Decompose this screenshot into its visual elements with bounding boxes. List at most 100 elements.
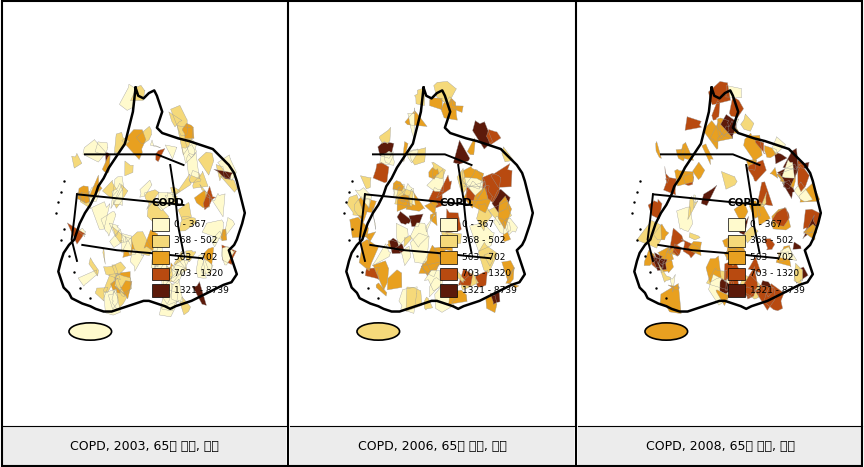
Polygon shape [502,261,515,282]
Polygon shape [89,175,102,198]
Bar [151,218,168,231]
Polygon shape [218,155,237,181]
Polygon shape [756,202,770,226]
Polygon shape [758,182,772,206]
Polygon shape [156,149,165,162]
Polygon shape [429,277,443,297]
Polygon shape [162,276,173,304]
Polygon shape [164,266,180,282]
Bar [2,426,286,466]
Polygon shape [675,170,693,186]
Polygon shape [123,237,136,257]
Polygon shape [114,132,130,156]
Polygon shape [454,270,466,283]
Polygon shape [214,170,233,179]
Bar [578,426,862,466]
Polygon shape [362,198,376,212]
Polygon shape [147,200,168,228]
Polygon shape [726,275,734,290]
Polygon shape [78,228,86,237]
Polygon shape [405,111,427,127]
Polygon shape [397,223,408,246]
Polygon shape [373,163,389,183]
Polygon shape [799,183,820,202]
Polygon shape [508,283,519,289]
Polygon shape [124,161,133,176]
Polygon shape [194,191,209,208]
Polygon shape [168,112,182,127]
Polygon shape [645,250,655,266]
Polygon shape [721,171,737,189]
Polygon shape [430,212,437,226]
Polygon shape [764,283,784,311]
Bar [151,251,168,264]
Polygon shape [744,133,762,162]
Polygon shape [804,224,816,240]
Polygon shape [196,254,206,278]
Polygon shape [486,129,501,145]
Polygon shape [225,218,235,236]
Polygon shape [664,177,677,195]
Polygon shape [706,256,721,283]
Polygon shape [680,142,694,160]
Polygon shape [222,247,235,265]
Polygon shape [422,245,440,276]
Polygon shape [794,267,808,283]
Polygon shape [201,259,213,275]
Polygon shape [689,241,702,255]
Bar [440,268,457,280]
Polygon shape [498,196,511,229]
Polygon shape [658,263,670,282]
Polygon shape [677,207,693,232]
Polygon shape [387,240,400,250]
Text: 1321 - 8739: 1321 - 8739 [175,286,229,295]
Polygon shape [728,276,740,291]
Polygon shape [130,85,145,100]
Polygon shape [429,98,442,110]
Polygon shape [503,223,511,241]
Polygon shape [406,287,422,311]
Polygon shape [122,129,146,160]
Polygon shape [457,169,467,193]
Polygon shape [425,200,438,215]
Polygon shape [410,223,429,247]
Polygon shape [650,254,664,269]
Polygon shape [103,249,105,264]
Polygon shape [664,166,670,183]
Polygon shape [747,160,766,181]
Bar [440,251,457,264]
Polygon shape [403,142,408,162]
Polygon shape [775,152,787,164]
Polygon shape [155,264,158,267]
Polygon shape [676,149,685,161]
Polygon shape [140,180,152,197]
Polygon shape [115,272,130,297]
Polygon shape [772,137,785,154]
Polygon shape [159,289,178,317]
Polygon shape [102,154,111,172]
Polygon shape [424,297,433,310]
Bar [289,426,575,466]
Polygon shape [685,117,702,130]
Polygon shape [397,194,410,212]
Text: COPD, 2003, 65세 이상, 입원: COPD, 2003, 65세 이상, 입원 [70,440,219,453]
Polygon shape [466,182,487,200]
Polygon shape [804,209,821,233]
Polygon shape [637,220,661,248]
Polygon shape [179,216,196,231]
Polygon shape [688,197,698,219]
Text: COPD: COPD [151,198,184,208]
Polygon shape [198,152,213,175]
Polygon shape [772,208,791,230]
Polygon shape [435,284,455,312]
Polygon shape [772,207,790,226]
Polygon shape [182,123,194,139]
Polygon shape [491,163,512,187]
Polygon shape [441,234,453,251]
Polygon shape [488,200,511,225]
Polygon shape [119,84,136,110]
Polygon shape [502,147,513,162]
Polygon shape [379,152,394,165]
Bar [151,284,168,297]
Polygon shape [461,271,479,290]
